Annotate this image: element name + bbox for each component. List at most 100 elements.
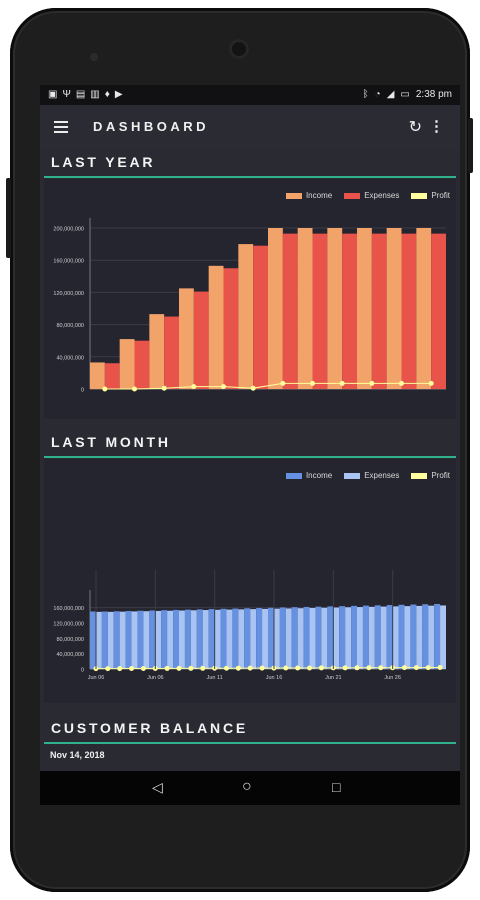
battery-icon: ▭ xyxy=(400,89,410,100)
profit-point xyxy=(425,665,431,671)
bar-income xyxy=(184,609,191,669)
section-title-last-month: LAST MONTH xyxy=(51,434,171,450)
recents-icon[interactable]: □ xyxy=(332,779,341,795)
bar-expenses xyxy=(404,606,411,669)
y-tick-label: 80,000,000 xyxy=(56,637,84,643)
bar-expenses xyxy=(401,233,417,389)
x-tick-label: Jun 21 xyxy=(325,675,342,681)
y-tick-label: 0 xyxy=(81,388,84,394)
bar-income xyxy=(268,228,283,389)
profit-point xyxy=(102,386,108,392)
usb-icon: Ψ xyxy=(62,89,71,100)
status-bar: ▣ Ψ ▤ ▥ ♦ ▶ ᛒ ◔ ◢ ▭ 2:38 pm xyxy=(40,85,460,105)
x-tick-label: Jun 06 xyxy=(88,675,105,681)
profit-point xyxy=(117,666,123,672)
profit-point xyxy=(428,380,434,386)
bar-income xyxy=(410,604,417,669)
profit-point xyxy=(339,380,345,386)
bar-income xyxy=(173,609,179,669)
bar-income xyxy=(244,608,251,669)
profit-point xyxy=(378,665,384,671)
bar-expenses xyxy=(202,610,209,669)
bar-expenses xyxy=(440,605,446,669)
refresh-icon[interactable]: ↻ xyxy=(408,119,422,136)
screen: ▣ Ψ ▤ ▥ ♦ ▶ ᛒ ◔ ◢ ▭ 2:38 pm DASHBOARD ↻ … xyxy=(40,85,460,805)
system-nav-bar: ◁ ○ □ xyxy=(40,771,460,805)
bar-income xyxy=(303,606,310,669)
bar-expenses xyxy=(312,233,328,389)
bar-expenses xyxy=(297,608,304,669)
profit-point xyxy=(191,384,197,390)
bar-expenses xyxy=(164,316,179,389)
sim-icon: ▣ xyxy=(48,89,58,100)
bar-income xyxy=(238,244,254,389)
legend-expenses: Expenses xyxy=(344,471,399,480)
profit-point xyxy=(437,665,443,671)
sync-icon: ▥ xyxy=(90,89,100,100)
bar-expenses xyxy=(223,268,239,389)
section-title-last-year: LAST YEAR xyxy=(51,154,156,170)
bar-income xyxy=(90,611,96,669)
bar-expenses xyxy=(357,607,363,669)
power-button xyxy=(468,118,473,173)
bar-expenses xyxy=(179,610,185,669)
section-divider xyxy=(44,456,456,458)
bar-expenses xyxy=(371,233,387,389)
bar-income xyxy=(113,611,120,669)
bar-expenses xyxy=(143,611,150,669)
x-tick-label: Jun 06 xyxy=(147,675,164,681)
bar-income xyxy=(268,607,274,669)
location-icon: ♦ xyxy=(104,89,110,100)
bar-expenses xyxy=(273,608,280,669)
x-tick-label: Jun 16 xyxy=(266,675,283,681)
bar-income xyxy=(119,339,135,389)
bar-expenses xyxy=(345,607,352,669)
y-tick-label: 160,000,000 xyxy=(53,259,84,265)
legend-profit: Profit xyxy=(411,471,450,480)
y-tick-label: 160,000,000 xyxy=(53,606,84,612)
profit-point xyxy=(200,665,206,671)
more-options-icon[interactable]: ⋮ xyxy=(429,118,444,135)
bar-expenses xyxy=(428,605,435,669)
bar-income xyxy=(291,607,298,669)
status-time: 2:38 pm xyxy=(415,89,452,100)
bar-expenses xyxy=(333,607,340,669)
x-tick-label: Jun 11 xyxy=(207,675,223,681)
y-tick-label: 120,000,000 xyxy=(53,291,84,297)
profit-point xyxy=(399,380,404,386)
bar-income xyxy=(339,606,346,669)
bar-expenses xyxy=(342,233,357,389)
bar-expenses xyxy=(282,233,298,389)
front-camera xyxy=(90,53,98,61)
home-icon[interactable]: ○ xyxy=(242,778,252,795)
profit-line xyxy=(104,382,432,390)
profit-point xyxy=(307,665,313,671)
bar-income xyxy=(434,603,441,669)
profit-point xyxy=(105,666,111,672)
profit-point xyxy=(283,665,289,671)
profit-point xyxy=(295,665,301,671)
y-tick-label: 200,000,000 xyxy=(53,227,84,233)
bar-income xyxy=(351,605,357,669)
x-tick-label: Jun 26 xyxy=(384,675,401,681)
bar-expenses xyxy=(250,609,257,669)
bar-income xyxy=(125,610,132,669)
bar-expenses xyxy=(431,233,446,389)
last-year-chart: 0 40,000,000 80,000,000 120,000,000 160,000,… xyxy=(53,218,446,394)
profit-point xyxy=(235,665,241,671)
profit-point xyxy=(129,666,135,672)
profit-point xyxy=(223,665,229,671)
bar-income xyxy=(386,605,393,669)
bar-income xyxy=(232,608,239,669)
bar-expenses xyxy=(119,611,126,669)
bar-income xyxy=(137,610,144,669)
profit-point xyxy=(164,665,170,671)
lock-icon: ▤ xyxy=(75,89,86,100)
back-icon[interactable]: ◁ xyxy=(152,779,163,795)
legend-expenses: Expenses xyxy=(344,191,399,200)
bar-income xyxy=(161,610,168,669)
menu-icon[interactable] xyxy=(54,121,68,133)
bar-expenses xyxy=(380,606,387,669)
profit-point xyxy=(188,665,194,671)
signal-icon: ◢ xyxy=(386,89,395,100)
